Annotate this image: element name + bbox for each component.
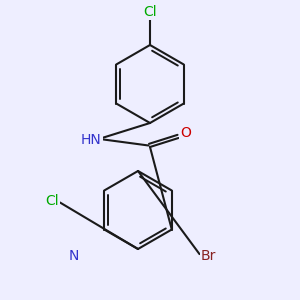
Text: Br: Br xyxy=(201,249,216,262)
Text: O: O xyxy=(181,127,191,140)
Text: Cl: Cl xyxy=(143,5,157,19)
Text: N: N xyxy=(68,249,79,262)
Text: Cl: Cl xyxy=(46,194,59,208)
Text: HN: HN xyxy=(81,133,102,146)
